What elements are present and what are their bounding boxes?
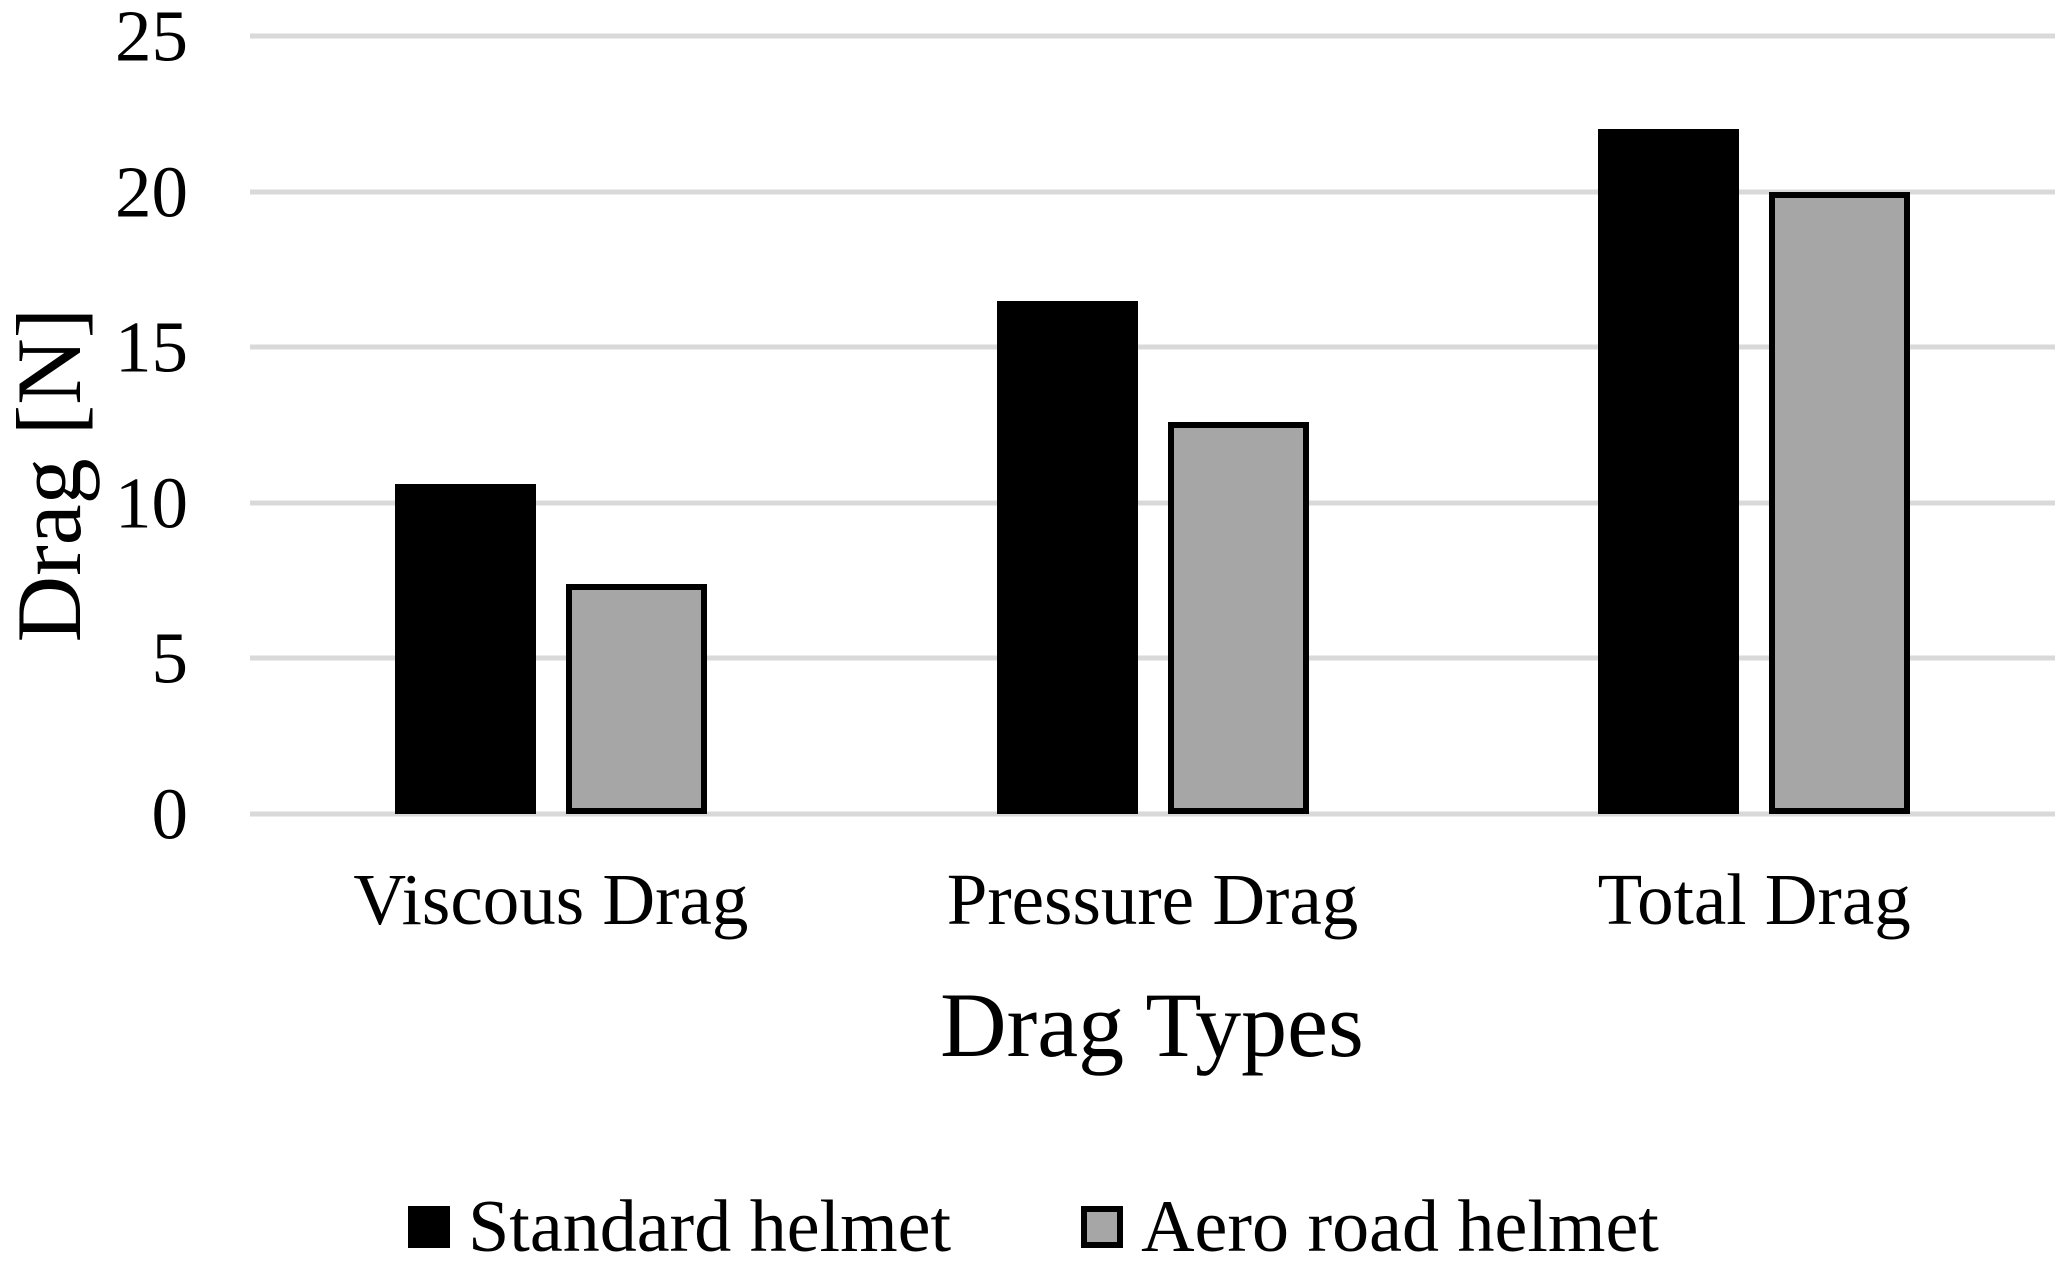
legend-swatch-standard-helmet xyxy=(408,1206,451,1248)
y-tick-label-15: 15 xyxy=(115,306,188,388)
gridline-y-25 xyxy=(250,33,2055,39)
y-tick-label-0: 0 xyxy=(151,773,189,855)
legend-item-standard-helmet: Standard helmet xyxy=(408,1190,951,1264)
x-category-label-total-drag: Total Drag xyxy=(1597,859,1911,940)
bar-standard-helmet-pressure-drag xyxy=(996,300,1138,814)
bar-standard-helmet-viscous-drag xyxy=(394,484,536,814)
x-category-label-viscous-drag: Viscous Drag xyxy=(353,859,749,940)
y-tick-label-5: 5 xyxy=(151,617,189,699)
bar-aero-road-helmet-viscous-drag xyxy=(565,583,707,814)
legend-swatch-aero-road-helmet xyxy=(1081,1206,1124,1248)
gridline-y-0 xyxy=(250,811,2055,817)
y-tick-label-25: 25 xyxy=(115,0,188,77)
gridline-y-20 xyxy=(250,189,2055,195)
x-category-label-pressure-drag: Pressure Drag xyxy=(946,859,1359,940)
legend-label-aero-road-helmet: Aero road helmet xyxy=(1141,1186,1659,1268)
y-tick-label-10: 10 xyxy=(115,462,188,544)
bar-aero-road-helmet-total-drag xyxy=(1769,191,1911,814)
gridline-y-15 xyxy=(250,344,2055,350)
legend-item-aero-road-helmet: Aero road helmet xyxy=(1081,1190,1659,1264)
bar-aero-road-helmet-pressure-drag xyxy=(1167,421,1309,814)
gridline-y-5 xyxy=(250,655,2055,661)
bar-standard-helmet-total-drag xyxy=(1598,129,1740,814)
legend: Standard helmet Aero road helmet xyxy=(0,1190,2067,1264)
gridline-y-10 xyxy=(250,500,2055,506)
legend-label-standard-helmet: Standard helmet xyxy=(468,1186,952,1268)
y-tick-label-20: 20 xyxy=(115,151,188,233)
plot-area xyxy=(250,33,2055,817)
x-axis-title: Drag Types xyxy=(940,974,1364,1076)
